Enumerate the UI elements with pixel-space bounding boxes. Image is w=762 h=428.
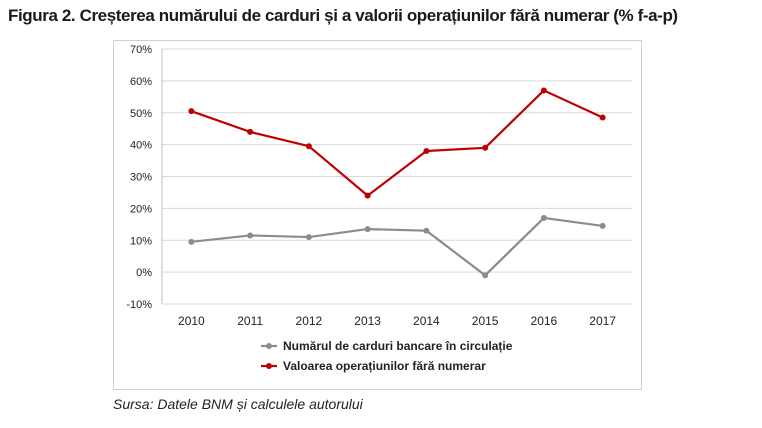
series-line: [191, 89, 604, 197]
legend-label: Numărul de carduri bancare în circulație: [283, 339, 513, 353]
y-tick-label: 70%: [130, 44, 152, 56]
y-tick-label: 0%: [136, 267, 152, 279]
x-tick-label: 2014: [413, 314, 440, 328]
y-tick-label: -10%: [126, 299, 152, 311]
data-point: [540, 214, 547, 221]
y-tick-label: 10%: [130, 235, 152, 247]
data-point: [599, 114, 606, 121]
data-point: [364, 192, 371, 199]
data-point: [188, 108, 195, 115]
y-tick-label: 60%: [130, 76, 152, 88]
x-tick-label: 2011: [237, 314, 263, 328]
data-point: [482, 272, 489, 279]
y-tick-label: 30%: [130, 172, 152, 184]
legend: Numărul de carduri bancare în circulație…: [261, 339, 513, 373]
x-tick-label: 2015: [472, 314, 499, 328]
x-axis-ticks: 2010 2011 2012 2013 2014 2015 2016 2017: [178, 314, 616, 328]
chart-area: [113, 40, 642, 390]
data-point: [247, 128, 254, 135]
series-line: [191, 216, 603, 277]
data-point: [247, 232, 254, 239]
series-group: [188, 87, 606, 279]
chart-title: Figura 2. Creșterea numărului de carduri…: [8, 6, 678, 25]
legend-swatch-marker: [266, 343, 272, 349]
data-point: [423, 227, 430, 234]
legend-swatch-marker: [266, 363, 272, 369]
data-point: [188, 238, 195, 245]
x-tick-label: 2012: [296, 314, 323, 328]
data-point: [482, 144, 489, 151]
data-point: [423, 148, 430, 154]
data-point: [599, 222, 606, 229]
y-tick-label: 50%: [130, 108, 152, 120]
source-note: Sursa: Datele BNM și calculele autorului: [113, 396, 363, 412]
x-tick-label: 2017: [589, 314, 616, 328]
y-tick-label: 40%: [130, 140, 152, 152]
data-point: [305, 143, 312, 150]
y-tick-label: 20%: [130, 203, 152, 215]
legend-label: Valoarea operațiunilor fără numerar: [283, 359, 486, 373]
data-point: [305, 234, 312, 241]
gridlines: [161, 48, 632, 305]
y-axis-ticks: 70% 60% 50% 40% 30% 20% 10% 0% -10%: [126, 44, 152, 311]
data-point: [540, 87, 547, 94]
x-tick-label: 2013: [354, 314, 381, 328]
x-tick-label: 2010: [178, 314, 205, 328]
data-point: [364, 226, 371, 233]
x-tick-label: 2016: [531, 314, 558, 328]
